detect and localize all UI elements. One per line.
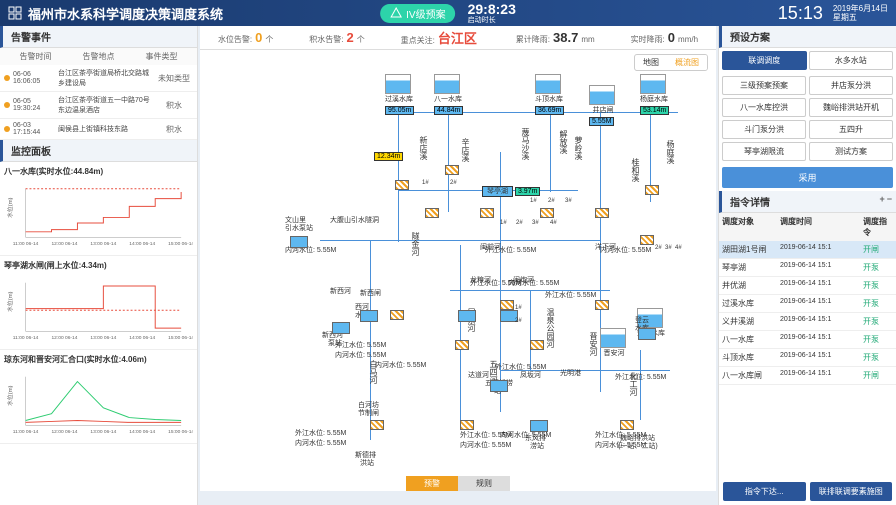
stat-item: 累计降雨:38.7mm (516, 30, 595, 45)
gate-icon[interactable] (500, 300, 514, 310)
plan-button[interactable]: 斗门泵分洪 (722, 120, 806, 139)
gate-icon[interactable] (530, 340, 544, 350)
svg-text:11:00 06-14: 11:00 06-14 (13, 429, 39, 435)
bottom-tabs: 预警 规则 (406, 476, 510, 491)
plan-button[interactable]: 三级预案预案 (722, 76, 806, 95)
tab-warn[interactable]: 预警 (406, 476, 458, 491)
send-command-button[interactable]: 指令下达... (723, 482, 806, 501)
alarm-row[interactable]: 06-05 19:30:24台江区茶亭街道五一中路70号东边温泉酒店积水 (0, 92, 197, 119)
stat-item: 水位告警:0个 (218, 30, 273, 45)
svg-text:11:00 06-14: 11:00 06-14 (13, 335, 39, 341)
gate-icon[interactable] (540, 208, 554, 218)
gate-icon[interactable] (425, 208, 439, 218)
svg-text:水位(m): 水位(m) (6, 385, 14, 405)
query-button[interactable]: 联排联调要素施图 (810, 482, 893, 501)
stat-item: 积水告警:2个 (309, 30, 364, 45)
warning-badge[interactable]: IV级预案 (380, 4, 455, 23)
command-row[interactable]: 湖田湖1号闸2019-06-14 15:1开闸 (719, 241, 896, 259)
chart: 八一水库(实时水位:44.84m) 水位(m) 11:00 06-1412:00… (0, 162, 197, 256)
gate-icon[interactable] (455, 340, 469, 350)
gate-icon[interactable] (645, 185, 659, 195)
reservoir-node[interactable]: 井店闸5.55M (589, 85, 617, 126)
gate-icon[interactable] (395, 180, 409, 190)
plans-title: 预设方案 (730, 29, 770, 44)
stat-item: 实时降雨:0mm/h (631, 30, 698, 45)
gate-icon[interactable] (640, 235, 654, 245)
svg-text:15:00 06-14: 15:00 06-14 (168, 335, 193, 341)
plan-button[interactable]: 魏峪排洪站开机 (809, 98, 893, 117)
alarm-header: 告警时间告警地点事件类型 (0, 48, 197, 65)
chart: 琴亭湖水闸(闸上水位:4.34m) 水位(m) 11:00 06-1412:00… (0, 256, 197, 350)
svg-text:14:00 06-14: 14:00 06-14 (129, 429, 155, 435)
command-row[interactable]: 过溪水库2019-06-14 15:1开泵 (719, 295, 896, 313)
add-icon[interactable]: + (879, 194, 884, 204)
svg-text:12:00 06-14: 12:00 06-14 (51, 241, 77, 247)
command-row[interactable]: 八一水库闸2019-06-14 15:1开闸 (719, 367, 896, 385)
plan-button[interactable]: 五四升 (809, 120, 893, 139)
stat-item: 重点关注:台江区 (401, 28, 480, 47)
alarm-row[interactable]: 06-06 16:06:05台江区茶亭街道局桥北交路城乡建设局未知类型 (0, 65, 197, 92)
monitor-title: 监控面板 (0, 140, 197, 162)
gate-icon[interactable] (620, 420, 634, 430)
plan-tab[interactable]: 联调调度 (722, 51, 807, 70)
gate-icon[interactable] (370, 420, 384, 430)
svg-text:13:00 06-14: 13:00 06-14 (90, 335, 116, 341)
command-row[interactable]: 琴亭湖2019-06-14 15:1开泵 (719, 259, 896, 277)
reservoir-node[interactable]: 斗顶水库36.69m (535, 74, 563, 115)
chart: 琼东河和晋安河汇合口(实时水位:4.06m) 水位(m) 11:00 06-14… (0, 350, 197, 444)
gate-icon[interactable] (480, 208, 494, 218)
commands-title: 指令详情 (730, 194, 770, 209)
reservoir-node[interactable]: 晋安河 (600, 328, 628, 358)
svg-text:12:00 06-14: 12:00 06-14 (51, 429, 77, 435)
plan-button[interactable]: 测试方案 (809, 142, 893, 161)
apply-button[interactable]: 采用 (722, 167, 893, 188)
gate-icon[interactable] (460, 420, 474, 430)
svg-text:水位(m): 水位(m) (6, 291, 14, 311)
tab-rule[interactable]: 规则 (458, 476, 510, 491)
plan-button[interactable]: 八一水库控洪 (722, 98, 806, 117)
command-row[interactable]: 八一水库2019-06-14 15:1开泵 (719, 331, 896, 349)
diagram-area: 地图 概流图 过溪水库95.05m八一水库44.84m斗顶水库36.69m井店闸… (200, 50, 716, 491)
plan-tab[interactable]: 水多水站 (809, 51, 894, 70)
alarm-title: 告警事件 (0, 26, 197, 48)
svg-text:13:00 06-14: 13:00 06-14 (90, 241, 116, 247)
stats-bar: 水位告警:0个 积水告警:2个 重点关注:台江区 累计降雨:38.7mm 实时降雨:0m… (200, 26, 716, 50)
gate-icon[interactable] (595, 300, 609, 310)
menu-icon[interactable] (8, 6, 22, 20)
svg-text:12:00 06-14: 12:00 06-14 (51, 335, 77, 341)
gate-icon[interactable] (595, 208, 609, 218)
svg-text:15:00 06-14: 15:00 06-14 (168, 429, 193, 435)
countdown: 29:8:23 (468, 1, 516, 17)
command-row[interactable]: 斗顶水库2019-06-14 15:1开泵 (719, 349, 896, 367)
clock-time: 15:13 (778, 3, 823, 24)
reservoir-node[interactable]: 过溪水库95.05m (385, 74, 413, 115)
gate-icon[interactable] (445, 165, 459, 175)
plan-button[interactable]: 并店泵分洪 (809, 76, 893, 95)
svg-text:13:00 06-14: 13:00 06-14 (90, 429, 116, 435)
remove-icon[interactable]: − (887, 194, 892, 204)
svg-text:15:00 06-14: 15:00 06-14 (168, 241, 193, 247)
app-header: 福州市水系科学调度决策调度系统 IV级预案 29:8:23 启动时长 15:13… (0, 0, 896, 26)
gate-icon[interactable] (390, 310, 404, 320)
svg-text:11:00 06-14: 11:00 06-14 (13, 241, 39, 247)
right-panel: 预设方案 联调调度水多水站 三级预案预案并店泵分洪八一水库控洪魏峪排洪站开机斗门… (718, 26, 896, 505)
app-title: 福州市水系科学调度决策调度系统 (28, 4, 223, 23)
command-row[interactable]: 义井溪湖2019-06-14 15:1开泵 (719, 313, 896, 331)
reservoir-node[interactable]: 八一水库44.84m (434, 74, 462, 115)
svg-text:14:00 06-14: 14:00 06-14 (129, 335, 155, 341)
alarm-row[interactable]: 06-03 17:15:44闽侯县上街镇科技东路积水 (0, 119, 197, 140)
svg-text:水位(m): 水位(m) (6, 197, 14, 217)
left-panel: 告警事件 告警时间告警地点事件类型 06-06 16:06:05台江区茶亭街道局… (0, 26, 198, 505)
reservoir-node[interactable]: 杨庭水库53.14m (640, 74, 668, 115)
command-row[interactable]: 并优湖2019-06-14 15:1开泵 (719, 277, 896, 295)
svg-text:14:00 06-14: 14:00 06-14 (129, 241, 155, 247)
plan-button[interactable]: 琴亭湖限流 (722, 142, 806, 161)
